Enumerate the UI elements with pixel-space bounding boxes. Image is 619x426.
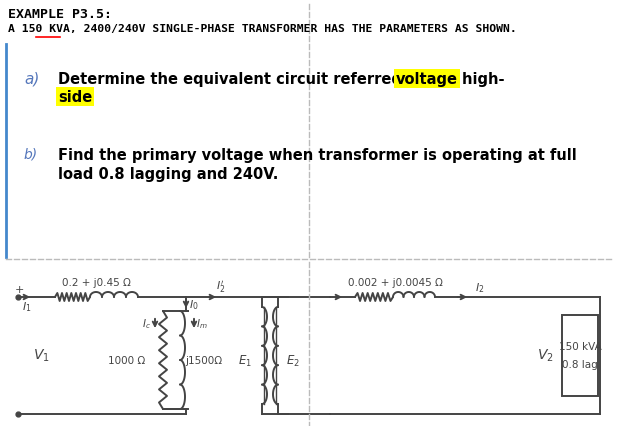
Text: 1000 Ω: 1000 Ω xyxy=(108,355,145,365)
Bar xyxy=(562,315,598,396)
Text: A 150 KVA, 2400/240V SINGLE-PHASE TRANSFORMER HAS THE PARAMETERS AS SHOWN.: A 150 KVA, 2400/240V SINGLE-PHASE TRANSF… xyxy=(8,24,517,34)
Text: 0.002 + j0.0045 Ω: 0.002 + j0.0045 Ω xyxy=(347,277,443,287)
Text: 150 kVA: 150 kVA xyxy=(558,342,602,352)
Text: $I_1$: $I_1$ xyxy=(22,299,32,313)
Text: $I_c$: $I_c$ xyxy=(142,317,151,330)
Text: voltage: voltage xyxy=(396,72,458,87)
Text: $V_1$: $V_1$ xyxy=(33,347,50,363)
Text: Find the primary voltage when transformer is operating at full: Find the primary voltage when transforme… xyxy=(58,148,577,163)
Text: $I_2'$: $I_2'$ xyxy=(216,278,225,294)
Text: b): b) xyxy=(24,148,38,161)
Text: $V_2$: $V_2$ xyxy=(537,347,554,363)
Text: $-$: $-$ xyxy=(19,420,31,426)
Text: 0.2 + j0.45 Ω: 0.2 + j0.45 Ω xyxy=(62,277,131,287)
Text: EXAMPLE P3.5:: EXAMPLE P3.5: xyxy=(8,8,112,21)
Text: $E_1$: $E_1$ xyxy=(238,353,252,368)
Text: $I_2$: $I_2$ xyxy=(475,281,485,294)
Text: a): a) xyxy=(24,72,40,87)
Text: side: side xyxy=(58,90,92,105)
Text: $I_0$: $I_0$ xyxy=(189,297,199,311)
Text: j1500Ω: j1500Ω xyxy=(185,355,222,365)
Text: load 0.8 lagging and 240V.: load 0.8 lagging and 240V. xyxy=(58,167,279,181)
Text: +: + xyxy=(15,284,24,294)
Text: 0.8 lag: 0.8 lag xyxy=(562,360,598,370)
Text: Determine the equivalent circuit referred to the high-: Determine the equivalent circuit referre… xyxy=(58,72,504,87)
Text: $E_2$: $E_2$ xyxy=(286,353,300,368)
Text: $I_m$: $I_m$ xyxy=(196,317,207,330)
